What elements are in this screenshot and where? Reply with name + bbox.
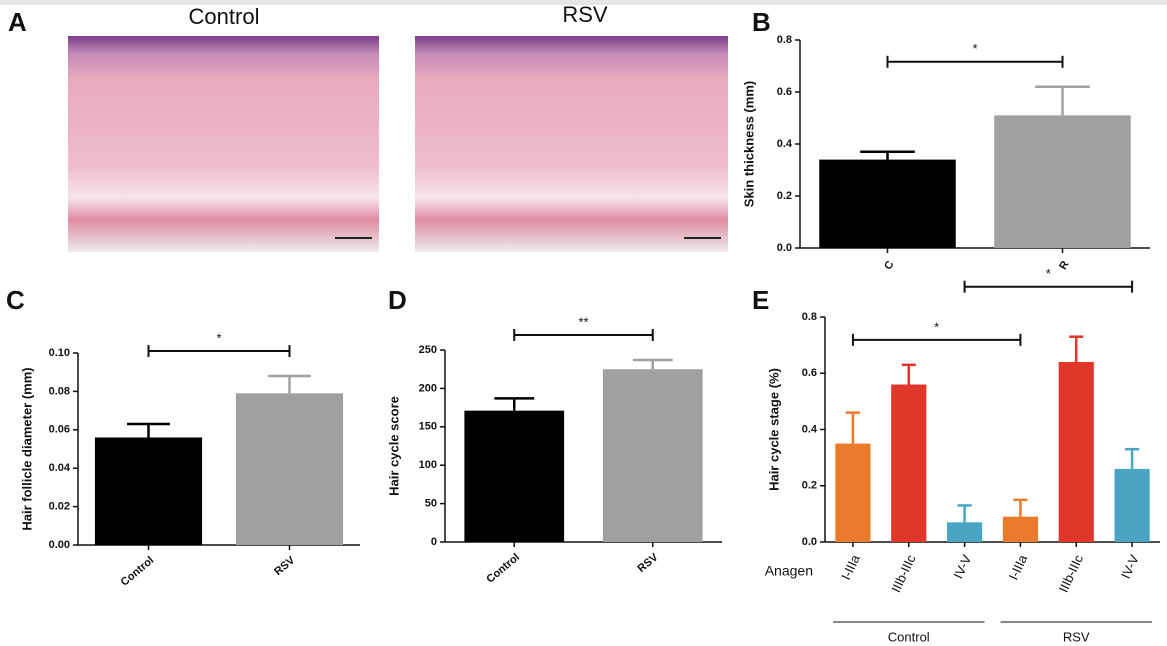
group-label: RSV [1063,629,1090,644]
y-tick-label: 0.2 [777,190,792,202]
bar [891,384,927,542]
bar [819,159,956,248]
y-tick-label: 0.4 [777,138,793,150]
bar [602,369,703,542]
image-title: Control [189,4,260,29]
y-tick-label: 0.04 [49,462,71,474]
y-tick-label: 0.2 [802,480,817,492]
image-title: RSV [562,2,608,27]
x-tick-label: IV-V [1118,552,1142,581]
y-tick-label: 0.6 [777,86,792,98]
y-tick-label: 0.06 [49,424,70,436]
group-axis-label: Anagen [765,563,813,579]
y-tick-label: 200 [419,382,437,394]
bar [464,410,565,542]
y-axis-label: Hair follicle diameter (mm) [19,367,34,530]
top-strip [0,0,1167,5]
y-tick-label: 0.6 [802,367,817,379]
y-tick-label: 50 [425,498,437,510]
x-tick-label: IV-V [950,552,974,581]
bar [1058,362,1094,542]
x-tick-label: I-IIIa [1006,552,1031,583]
sig-label: * [972,41,977,56]
y-tick-label: 0.10 [49,347,70,359]
bar [946,522,983,542]
panel-letter: D [388,285,407,315]
histology-image [415,36,728,252]
panel-letter: B [752,7,771,37]
x-tick-label: I-IIIa [838,552,863,583]
y-tick-label: 0.00 [49,539,70,551]
panel-letter: A [8,7,27,37]
y-tick-label: 250 [419,344,437,356]
y-tick-label: 0.0 [802,536,817,548]
y-tick-label: 0.8 [777,34,792,46]
y-axis-label: Hair cycle score [386,396,401,496]
panel-letter: E [752,285,769,315]
y-tick-label: 0.02 [49,501,70,513]
x-tick-label: RSV [272,554,298,578]
bar [1002,516,1039,542]
x-tick-label: IIIb-IIIc [888,552,919,595]
y-tick-label: 150 [419,421,437,433]
bar [835,443,871,542]
y-tick-label: 0.0 [777,242,792,254]
y-tick-label: 0 [431,536,437,548]
y-tick-label: 0.4 [802,423,818,435]
sig-label: * [1046,266,1051,281]
bar [94,437,203,545]
group-label: Control [888,629,930,644]
x-tick-label: R [1057,259,1071,272]
x-tick-label: RSV [636,551,662,575]
histology-image [68,36,379,252]
sig-label: * [216,330,221,345]
panel-letter: C [6,285,25,315]
y-tick-label: 0.08 [49,385,70,397]
y-tick-label: 0.8 [802,311,817,323]
x-tick-label: Control [119,554,157,588]
y-axis-label: Hair cycle stage (%) [766,368,781,491]
x-tick-label: IIIb-IIIc [1056,552,1087,595]
x-tick-label: C [882,259,896,272]
bar [235,393,344,545]
bar [1114,468,1150,542]
sig-label: * [934,319,939,334]
bar [994,115,1131,249]
y-axis-label: Skin thickness (mm) [741,81,756,207]
y-tick-label: 100 [419,459,437,471]
x-tick-label: Control [484,551,522,585]
sig-label: ** [578,314,588,329]
